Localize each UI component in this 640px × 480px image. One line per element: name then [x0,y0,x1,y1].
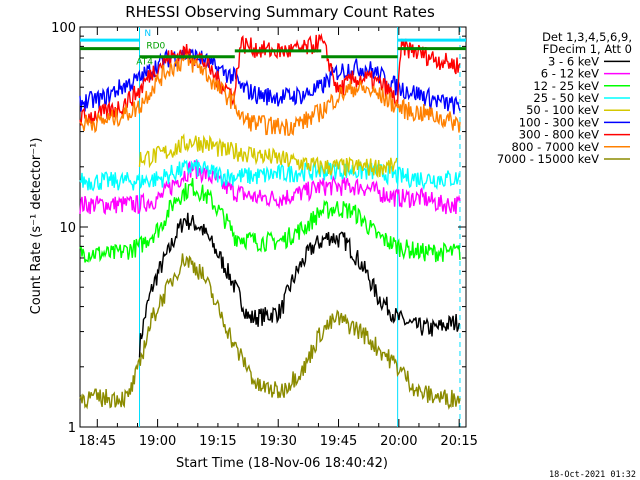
legend-item: 7000 - 15000 keV [497,152,630,166]
legend-label: 300 - 800 keV [519,128,599,142]
y-axis-label: Count Rate (s⁻¹ detector⁻¹) [29,138,44,315]
legend-header: FDecim 1, Att 0 [543,42,632,56]
legend-label: 12 - 25 keV [533,79,599,93]
x-tick-label: 19:15 [199,434,236,449]
flag-label-at4: AT4 [136,57,153,67]
flag-layer: N RD0 AT4 [80,29,466,67]
x-tick-label: 19:00 [139,434,176,449]
legend-item: 6 - 12 keV [541,67,630,81]
y-tick-label: 10 [59,221,76,236]
series-line-6-12-kev [79,160,461,216]
series-line-50-100-kev [138,133,398,179]
series-line-800-7000-kev [79,53,461,136]
legend: Det 1,3,4,5,6,9,FDecim 1, Att 03 - 6 keV… [497,30,632,166]
x-axis-label: Start Time (18-Nov-06 18:40:42) [176,456,388,471]
legend-item: 300 - 800 keV [519,128,630,142]
x-tick-label: 19:45 [320,434,357,449]
series-line-12-25-kev [79,178,461,263]
footer-timestamp: 18-Oct-2021 01:32 [549,470,636,480]
legend-header: Det 1,3,4,5,6,9, [542,30,632,44]
chart-title: RHESSI Observing Summary Count Rates [125,3,435,21]
axis-layer: 1 10 100 18:45 19:00 19:15 19:30 19:45 20:00 20:1… [51,21,478,449]
y-tick-label: 1 [68,421,76,436]
legend-item: 12 - 25 keV [533,79,630,93]
legend-item: 25 - 50 keV [533,91,630,105]
legend-item: 3 - 6 keV [548,54,630,68]
y-tick-label: 100 [51,21,76,36]
x-tick-label: 18:45 [79,434,116,449]
legend-label: 800 - 7000 keV [511,140,599,154]
x-tick-label: 20:00 [380,434,417,449]
legend-label: 3 - 6 keV [548,54,599,68]
series-line-300-800-kev [79,32,461,126]
x-tick-label: 20:15 [440,434,477,449]
legend-label: 7000 - 15000 keV [497,152,599,166]
legend-item: 100 - 300 keV [519,115,630,129]
legend-label: 6 - 12 keV [541,67,599,81]
x-tick-label: 19:30 [259,434,296,449]
flag-label-rd0: RD0 [146,42,165,52]
series-line-7000-15000-kev [79,253,461,410]
legend-label: 100 - 300 keV [519,115,599,129]
flag-label-n: N [144,29,151,39]
series-line-3-6-kev [138,212,460,358]
legend-label: 25 - 50 keV [533,91,599,105]
legend-label: 50 - 100 keV [526,103,599,117]
legend-item: 50 - 100 keV [526,103,630,117]
series-line-25-50-kev [79,159,461,192]
series-layer [79,32,461,410]
legend-item: 800 - 7000 keV [511,140,630,154]
